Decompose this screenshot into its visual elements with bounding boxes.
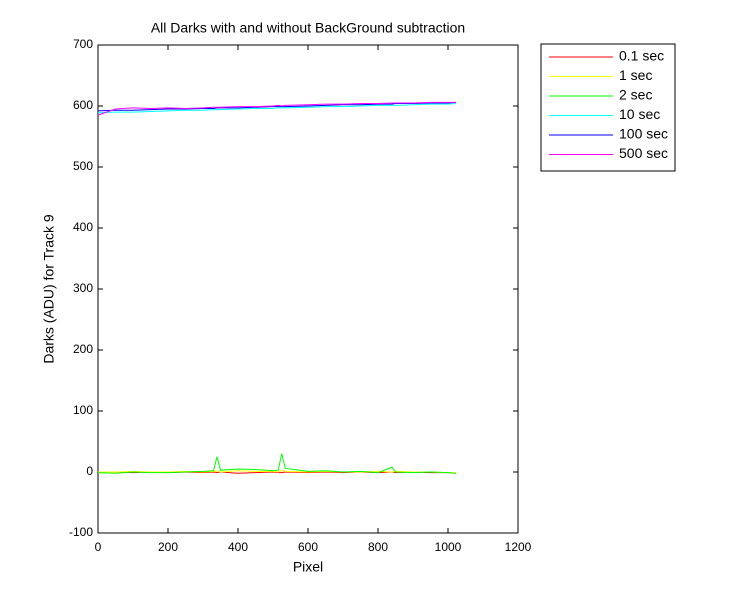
data-line [97, 101, 457, 116]
legend-box [540, 43, 676, 172]
y-tick-label: 100 [73, 403, 93, 417]
data-line [97, 103, 457, 114]
x-tick-label: 600 [298, 540, 318, 554]
y-axis-label: Darks (ADU) for Track 9 [41, 214, 57, 364]
legend-label: 500 sec [619, 145, 668, 161]
y-tick-label: 600 [73, 98, 93, 112]
plot-frame [97, 44, 519, 534]
x-tick-label: 400 [228, 540, 248, 554]
y-tick-label: 400 [73, 220, 93, 234]
legend-label: 1 sec [619, 67, 652, 83]
y-tick-label: -100 [69, 525, 93, 539]
x-tick-label: 0 [95, 540, 102, 554]
y-tick-label: 200 [73, 342, 93, 356]
data-line [97, 101, 457, 112]
x-tick-label: 800 [368, 540, 388, 554]
chart-title: All Darks with and without BackGround su… [151, 20, 465, 36]
y-tick-label: 500 [73, 159, 93, 173]
data-line [98, 469, 457, 474]
x-tick-label: 200 [158, 540, 178, 554]
legend-label: 2 sec [619, 87, 652, 103]
legend-label: 100 sec [619, 126, 668, 142]
x-tick-label: 1000 [435, 540, 462, 554]
x-axis-label: Pixel [293, 559, 323, 575]
data-line [97, 453, 457, 474]
y-tick-label: 300 [73, 281, 93, 295]
x-tick-label: 1200 [505, 540, 532, 554]
y-tick-label: 700 [73, 37, 93, 51]
y-tick-label: 0 [86, 464, 93, 478]
legend-label: 0.1 sec [619, 48, 664, 64]
legend-label: 10 sec [619, 106, 660, 122]
